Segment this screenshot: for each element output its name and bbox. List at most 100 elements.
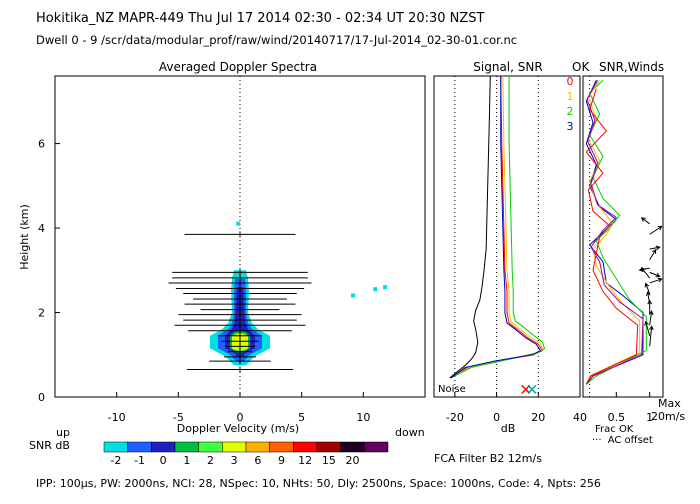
- snrwinds-title: SNR,Winds: [599, 60, 664, 74]
- wind-arrowhead: [640, 217, 646, 222]
- spectra-x-tick-label: 10: [356, 411, 370, 424]
- wind-vector: [641, 217, 650, 225]
- db-label: dB: [501, 422, 516, 435]
- wind-vector: [647, 291, 651, 305]
- spectra-y-tick-label: 0: [38, 391, 45, 404]
- noise-label: Noise: [438, 384, 466, 395]
- beam-legend-label: 3: [567, 120, 574, 133]
- colorbar-swatch: [293, 441, 318, 453]
- signal-profile-line: [450, 76, 546, 379]
- wind-vector: [649, 326, 653, 347]
- max-label: Max: [658, 397, 681, 410]
- footer-params: IPP: 100μs, PW: 2000ns, NCI: 28, NSpec: …: [36, 477, 601, 490]
- spectra-y-tick-label: 4: [38, 222, 45, 235]
- colorbar-swatch: [245, 441, 270, 453]
- snr-colorbar: -2 -1 0 1 2 3 6 9 12 15 20: [103, 441, 389, 467]
- spectra-speckle: [383, 285, 388, 290]
- spectra-speckle: [351, 293, 355, 298]
- wind-arrowhead: [644, 320, 649, 326]
- max-speed-label: 20m/s: [651, 410, 685, 423]
- winds-plot: [585, 76, 663, 397]
- colorbar-label: 9: [278, 454, 285, 467]
- colorbar-swatch: [174, 441, 199, 453]
- colorbar-swatch: [364, 441, 389, 453]
- signal-x-tick-label: 40: [573, 411, 587, 424]
- header-line1: Hokitika_NZ MAPR-449 Thu Jul 17 2014 02:…: [36, 11, 485, 26]
- wind-vector: [649, 246, 660, 250]
- down-label: down: [395, 426, 425, 439]
- frac-ok-line: [585, 79, 644, 385]
- spectra-x-tick-label: 5: [298, 411, 305, 424]
- wind-vector: [649, 271, 660, 277]
- ac-offset-text: AC offset: [608, 435, 653, 446]
- ac-offset-label: ··· AC offset: [592, 435, 653, 446]
- signal-x-tick-label: 0: [493, 411, 500, 424]
- beam-legend-label: 2: [567, 105, 574, 118]
- snr-db-label: SNR dB: [29, 439, 70, 452]
- wind-arrowhead: [645, 291, 651, 297]
- signal-profile-line: [449, 75, 491, 379]
- ok-title: OK: [572, 60, 590, 74]
- x-axis-label: Doppler Velocity (m/s): [177, 422, 299, 435]
- signal-plot: [449, 75, 546, 397]
- beam-legend-label: 0: [567, 75, 574, 88]
- colorbar-swatch: [316, 441, 341, 453]
- colorbar-swatch: [269, 441, 294, 453]
- wind-arrowhead: [638, 267, 644, 272]
- spectra-y-tick-label: 6: [38, 138, 45, 151]
- spectra-x-tick-label: -10: [108, 411, 126, 424]
- winds-x-tick-label: 0.5: [608, 411, 626, 424]
- colorbar-label: 0: [160, 454, 167, 467]
- colorbar-swatch: [127, 441, 152, 453]
- wind-arrowhead: [644, 282, 650, 288]
- wind-vector: [649, 278, 662, 284]
- signal-x-tick-label: 20: [531, 411, 545, 424]
- signal-frame: [433, 75, 581, 398]
- wind-vector: [645, 321, 651, 336]
- wind-vector: [649, 311, 653, 326]
- wind-arrowhead: [655, 272, 661, 278]
- noise-marker: [527, 384, 537, 394]
- header-line2: Dwell 0 - 9 /scr/data/modular_prof/raw/w…: [36, 33, 517, 47]
- frac-ok-line: [585, 88, 639, 385]
- colorbar-label: 15: [322, 454, 336, 467]
- wind-arrowhead: [648, 325, 654, 331]
- signal-profile-line: [450, 76, 542, 379]
- wind-vector: [649, 225, 662, 235]
- colorbar-swatch: [222, 441, 247, 453]
- frac-ok-line: [585, 80, 644, 385]
- signal-x-tick-label: -20: [446, 411, 464, 424]
- spectra-y-tick-label: 2: [38, 307, 45, 320]
- wind-vector: [645, 283, 651, 294]
- colorbar-swatch: [198, 441, 223, 453]
- wind-vector: [639, 267, 650, 271]
- colorbar-label: 6: [254, 454, 261, 467]
- wind-arrowhead: [647, 299, 653, 305]
- spectra-speckle: [236, 221, 241, 226]
- wind-arrowhead: [651, 248, 657, 254]
- up-label: up: [56, 426, 70, 439]
- spectra-x-tick-label: 0: [237, 411, 244, 424]
- colorbar-label: 1: [183, 454, 190, 467]
- spectra-title: Averaged Doppler Spectra: [159, 60, 317, 74]
- frac-ok-label: Frac OK: [595, 424, 634, 435]
- y-axis-label: Height (km): [18, 204, 31, 270]
- beam-legend: 0 1 2 3: [567, 75, 574, 133]
- colorbar-label: 20: [346, 454, 360, 467]
- colorbar-label: -2: [110, 454, 121, 467]
- fca-label: FCA Filter B2 12m/s: [434, 452, 542, 465]
- colorbar-label: 12: [298, 454, 312, 467]
- axis-ticks: -10 -5 0 5 10 0 2 4 6 -20 0 20 40 0.5 1: [38, 138, 653, 424]
- wind-vector: [649, 249, 657, 260]
- colorbar-swatch: [340, 441, 365, 453]
- wind-arrowhead: [657, 277, 663, 283]
- wind-arrowhead: [655, 245, 661, 251]
- ac-offset-dots: ···: [592, 435, 602, 446]
- snrwinds-frame: [582, 75, 664, 398]
- signal-title: Signal, SNR: [473, 60, 542, 74]
- spectra-plot: [168, 76, 388, 397]
- colorbar-label: -1: [134, 454, 145, 467]
- colorbar-label: 2: [207, 454, 214, 467]
